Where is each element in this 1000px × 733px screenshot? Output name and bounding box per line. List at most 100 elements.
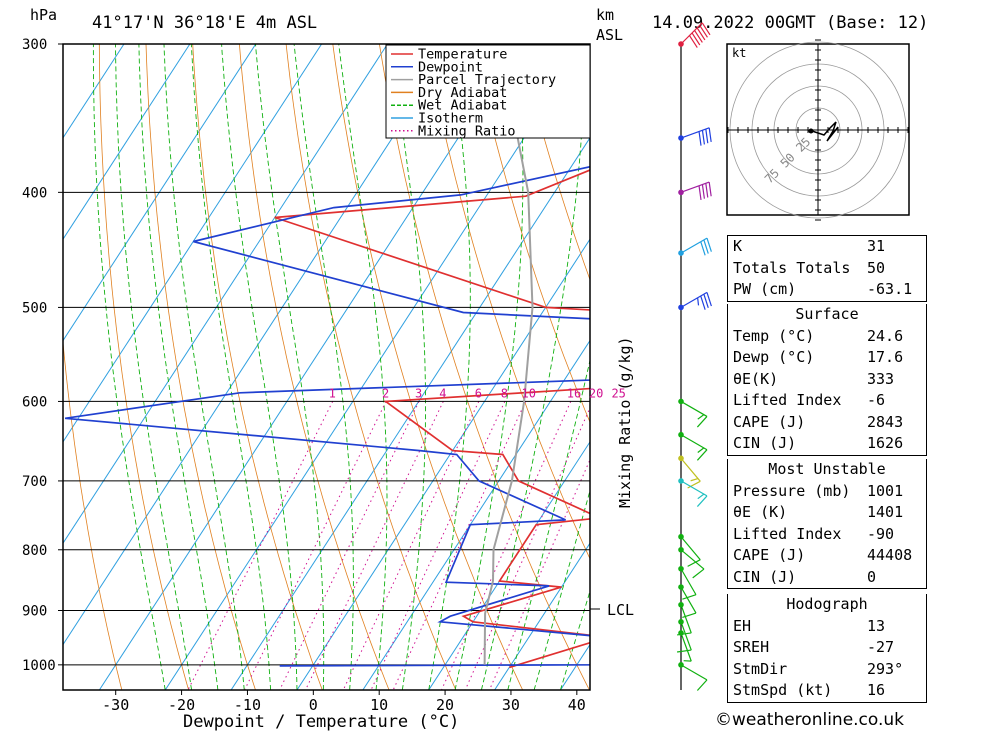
wet-adiabat-line <box>428 44 471 690</box>
hodograph-stat-value: 13 <box>867 616 886 635</box>
wet-adiabat-line <box>190 44 272 690</box>
location-label: 41°17'N 36°18'E 4m ASL <box>92 13 317 33</box>
wind-barb-flag <box>703 294 709 309</box>
surface-value: 1626 <box>867 434 904 452</box>
isotherm-line <box>164 44 586 690</box>
wind-barb-flag <box>676 649 692 653</box>
mixing-ratio-line <box>187 401 334 690</box>
wet-adiabat-line <box>255 44 325 690</box>
isotherm-line <box>63 44 125 139</box>
wet-adiabat-line <box>138 44 219 690</box>
surface-value: -6 <box>867 391 886 409</box>
mixing-ratio-tick-label: 25 <box>611 386 625 400</box>
wind-barb-flag <box>696 449 708 461</box>
wind-barb-shaft <box>680 568 697 596</box>
dry-adiabat-line <box>98 44 190 690</box>
hodograph-table-title: Hodograph <box>786 595 868 613</box>
wind-barb-marker <box>678 304 684 311</box>
legend-entry: Temperature <box>418 47 507 63</box>
isotherm-line <box>296 238 590 690</box>
surface-table: Surface Temp (°C) 24.6 Dewp (°C) 17.6 θE(K) 3… <box>727 304 927 456</box>
wind-barb-flag <box>694 30 703 43</box>
hodograph-trace <box>811 121 839 142</box>
dry-adiabat-line <box>239 44 390 690</box>
plot-frame <box>62 43 591 691</box>
most-unstable-value: 1001 <box>867 481 904 500</box>
pressure-tick-label: 400 <box>22 185 47 201</box>
most-unstable-value: 0 <box>867 567 877 586</box>
mixing-ratio-tick-label: 16 <box>567 386 581 400</box>
dewpoint-series-line <box>64 44 590 667</box>
index-value: 31 <box>867 237 886 255</box>
wet-adiabat-line <box>533 489 590 690</box>
lcl-label: LCL <box>607 601 634 619</box>
indices-table: K 31 Totals Totals 50 PW (cm) -63.1 <box>727 235 927 302</box>
mixing-ratio-tick-label: 8 <box>501 386 508 400</box>
legend-entry: Mixing Ratio <box>418 123 516 139</box>
wind-barb-flag <box>701 22 711 36</box>
wind-barb-shaft <box>680 400 708 417</box>
dry-adiabat-line <box>379 44 590 690</box>
index-row: Totals Totals 50 <box>728 258 926 280</box>
pressure-tick-label: 800 <box>22 543 47 559</box>
isotherm-line <box>230 136 590 690</box>
wind-barb-flag <box>703 239 709 254</box>
most-unstable-title: Most Unstable <box>768 460 886 478</box>
mixing-ratio-line <box>342 401 480 690</box>
temperature-tick-label: 10 <box>370 696 388 714</box>
temperature-tick-label: -20 <box>168 696 195 714</box>
temperature-tick-label: 0 <box>309 696 318 714</box>
mixing-ratio-tick-label: 2 <box>382 386 389 400</box>
wet-adiabat-line <box>293 44 354 690</box>
wind-barb-flag <box>697 414 705 420</box>
surface-value: 2843 <box>867 412 904 431</box>
mixing-ratio-line <box>244 401 387 690</box>
wind-barb-flag <box>682 612 697 619</box>
wind-barb-shaft <box>680 480 708 497</box>
pressure-unit-label: hPa <box>30 6 57 24</box>
wet-adiabat-line <box>338 44 388 690</box>
hodograph-stat-value: -27 <box>867 638 895 656</box>
hodograph-stat-row: EH 13 <box>728 616 926 638</box>
wet-adiabat-line <box>454 44 524 690</box>
index-label: K <box>733 237 743 255</box>
wind-barb-flag <box>691 32 701 46</box>
wind-barb-flag <box>697 493 705 500</box>
pressure-tick-label: 600 <box>22 394 47 410</box>
dry-adiabat-line <box>472 44 590 424</box>
wind-barb-flag <box>708 182 712 197</box>
wind-barb-shaft <box>680 434 708 451</box>
wind-profile: LCL <box>590 22 712 691</box>
surface-value: 17.6 <box>867 348 904 366</box>
mixing-ratio-tick-label: 20 <box>589 386 603 400</box>
temperature-tick-label: -10 <box>234 696 261 714</box>
surface-value: 333 <box>867 369 895 388</box>
mixing-ratio-axis-label: Mixing Ratio (g/kg) <box>616 336 634 508</box>
surface-label: Temp (°C) <box>733 326 815 345</box>
datetime-label: 14.09.2022 00GMT (Base: 12) <box>652 13 928 33</box>
mixing-ratio-line <box>488 458 590 690</box>
surface-label: CIN (J) <box>733 434 797 452</box>
copyright-label[interactable]: ©weatheronline.co.uk <box>715 710 905 730</box>
wind-barb-flag <box>700 295 706 310</box>
parcel-trajectory-series-line <box>483 44 534 665</box>
isotherm-line <box>362 339 590 690</box>
wind-barb-flag <box>698 131 702 146</box>
surface-label: θE(K) <box>733 369 779 388</box>
isotherm-line <box>63 44 191 241</box>
dry-adiabat-line <box>332 44 524 690</box>
temperature-tick-label: 40 <box>568 696 586 714</box>
index-label: Totals Totals <box>733 258 851 277</box>
most-unstable-row: Pressure (mb) 1001 <box>728 481 926 503</box>
dry-adiabat-line <box>425 44 590 560</box>
wind-barb-flag <box>705 183 709 198</box>
wind-barb-shaft <box>680 536 701 561</box>
surface-value: 24.6 <box>867 326 904 345</box>
wind-barb-shaft <box>680 127 710 139</box>
dry-adiabat-line <box>63 338 123 690</box>
wind-barb-flag <box>696 679 708 691</box>
hodograph-storm-marker <box>808 128 814 134</box>
isotherm-line <box>428 440 590 690</box>
most-unstable-label: Lifted Index <box>733 524 842 543</box>
wind-barb-flag <box>697 297 700 306</box>
